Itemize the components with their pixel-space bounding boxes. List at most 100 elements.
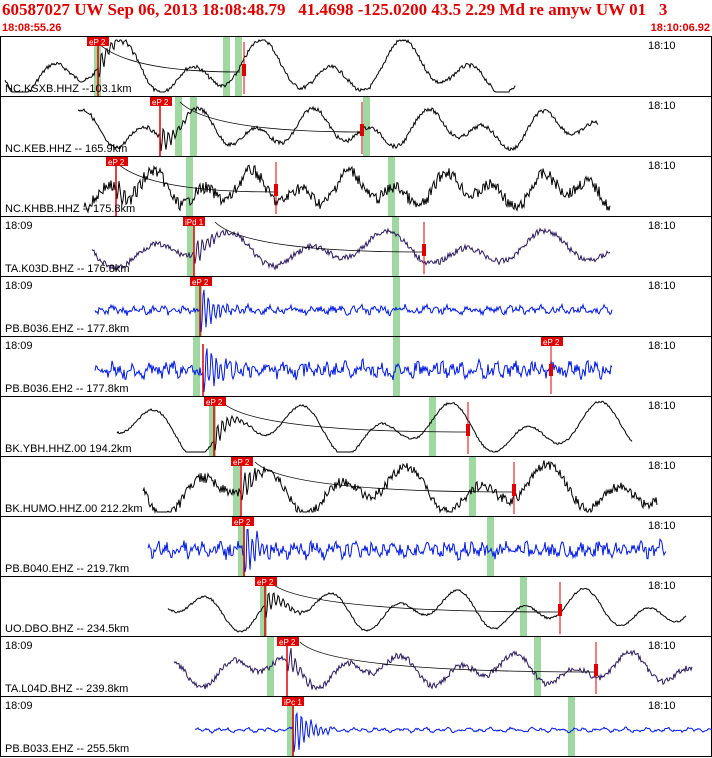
event-title: 60587027 UW Sep 06, 2013 18:08:48.79 41.… (2, 0, 668, 19)
analysis-window-band (186, 156, 193, 216)
coda-decay-curve (179, 101, 363, 133)
trace-panel: eP 2 18:09 18:10 PB.B036.EH2 -- 177.8km (0, 336, 712, 397)
analysis-window-band (429, 396, 436, 456)
pick-flag (183, 217, 205, 226)
coda-end-tick (422, 244, 426, 256)
pick-label: eP 2 (206, 398, 223, 407)
pick-label: eP 2 (89, 38, 106, 47)
window-start-time: 18:08:55.26 (2, 22, 62, 34)
coda-end-tick (360, 124, 364, 136)
pick-flag (231, 457, 253, 466)
pick-flag (204, 397, 226, 406)
left-time-label: 18:09 (5, 700, 33, 712)
trace-panel: eP 2 18:10 NC.KHBB.HHZ -- 175.8km (0, 156, 712, 217)
right-time-label: 18:10 (648, 160, 676, 172)
left-time-label: 18:09 (5, 340, 33, 352)
coda-decay-curve (115, 161, 277, 193)
left-time-label: 18:09 (5, 280, 33, 292)
trace-panel: iPd 1 18:09 18:10 TA.K03D.BHZ -- 176.3km (0, 216, 712, 277)
pick-label: eP 2 (152, 98, 169, 107)
trace-panel: eP 2 18:10 NC.KSXB.HHZ --103.1km (0, 36, 712, 97)
station-label: PB.B033.EHZ -- 255.5km (5, 743, 129, 755)
right-time-label: 18:10 (648, 340, 676, 352)
waveform-trace (77, 105, 599, 152)
pick-label: eP 2 (233, 458, 250, 467)
waveform-trace (94, 348, 613, 393)
coda-decay-curve (269, 581, 561, 613)
analysis-window-band (223, 36, 230, 96)
coda-end-tick (242, 64, 246, 76)
pick-flag (190, 277, 212, 286)
pick-flag (541, 337, 563, 346)
coda-end-tick (549, 364, 553, 376)
coda-end-tick (558, 604, 562, 616)
right-time-label: 18:10 (648, 40, 676, 52)
right-time-label: 18:10 (648, 280, 676, 292)
analysis-window-band (195, 276, 202, 336)
pick-flag (277, 637, 299, 646)
coda-decay-curve (214, 221, 425, 253)
station-label: UO.DBO.BHZ -- 234.5km (5, 623, 129, 635)
trace-panel: eP 2 18:10 BK.HUMO.HHZ.00 212.2km (0, 456, 712, 517)
pick-label: eP 2 (279, 638, 296, 647)
coda-decay-curve (299, 641, 597, 673)
trace-panel: eP 2 18:09 18:10 PB.B036.EHZ -- 177.8km (0, 276, 712, 337)
pick-label: eP 2 (108, 158, 125, 167)
trace-panel: eP 2 18:10 PB.B040.EHZ -- 219.7km (0, 516, 712, 577)
right-time-label: 18:10 (648, 640, 676, 652)
waveform-trace (173, 647, 693, 691)
waveform-trace (83, 164, 611, 214)
right-time-label: 18:10 (648, 100, 676, 112)
waveform-trace (116, 400, 633, 453)
trace-panel: eP 2 18:10 BK.YBH.HHZ.00 194.2km (0, 396, 712, 457)
analysis-window-band (568, 696, 575, 756)
pick-flag (232, 517, 254, 526)
station-label: PB.B036.EH2 -- 177.8km (5, 383, 129, 395)
right-time-label: 18:10 (648, 520, 676, 532)
analysis-window-band (235, 36, 242, 96)
analysis-window-band (193, 336, 200, 396)
coda-decay-curve (221, 401, 469, 433)
right-time-label: 18:10 (648, 700, 676, 712)
right-time-label: 18:10 (648, 460, 676, 472)
analysis-window-band (363, 96, 370, 156)
station-label: BK.HUMO.HHZ.00 212.2km (5, 503, 143, 515)
right-time-label: 18:10 (648, 400, 676, 412)
station-label: NC.KSXB.HHZ --103.1km (5, 83, 132, 95)
pick-label: eP 2 (257, 578, 274, 587)
right-time-label: 18:10 (648, 580, 676, 592)
pick-flag (106, 157, 128, 166)
window-end-time: 18:10:06.92 (650, 22, 710, 34)
coda-end-tick (274, 184, 278, 196)
trace-panel: eP 2 18:09 18:10 TA.L04D.BHZ -- 239.8km (0, 636, 712, 697)
trace-panel: eP 2 18:10 NC.KEB.HHZ -- 165.9km (0, 96, 712, 157)
station-label: TA.K03D.BHZ -- 176.3km (5, 263, 130, 275)
pick-label: eP 2 (192, 278, 209, 287)
pick-label: iPd 1 (185, 218, 204, 227)
station-label: PB.B036.EHZ -- 177.8km (5, 323, 129, 335)
waveform-trace (91, 227, 611, 273)
coda-decay-curve (96, 41, 241, 73)
station-label: NC.KEB.HHZ -- 165.9km (5, 143, 127, 155)
pick-label: eP 2 (234, 518, 251, 527)
station-label: PB.B040.EHZ -- 219.7km (5, 563, 129, 575)
station-label: NC.KHBB.HHZ -- 175.8km (5, 203, 135, 215)
event-header: 60587027 UW Sep 06, 2013 18:08:48.79 41.… (0, 0, 712, 36)
waveform-trace (4, 39, 516, 93)
waveform-trace (147, 528, 667, 573)
waveform-trace (142, 460, 658, 514)
analysis-window-band (209, 396, 216, 456)
pick-label: eP 2 (543, 338, 560, 347)
seismogram-panel-stack: eP 2 18:10 NC.KSXB.HHZ --103.1km eP 2 18:10 N… (0, 36, 712, 757)
left-time-label: 18:09 (5, 220, 33, 232)
pick-flag (282, 697, 304, 706)
pick-flag (255, 577, 277, 586)
coda-end-tick (512, 484, 516, 496)
station-label: TA.L04D.BHZ -- 239.8km (5, 683, 128, 695)
trace-panel: eP 2 18:10 UO.DBO.BHZ -- 234.5km (0, 576, 712, 637)
left-time-label: 18:09 (5, 640, 33, 652)
analysis-window-band (233, 456, 240, 516)
analysis-window-band (175, 96, 182, 156)
waveform-trace (167, 587, 687, 633)
station-label: BK.YBH.HHZ.00 194.2km (5, 443, 132, 455)
